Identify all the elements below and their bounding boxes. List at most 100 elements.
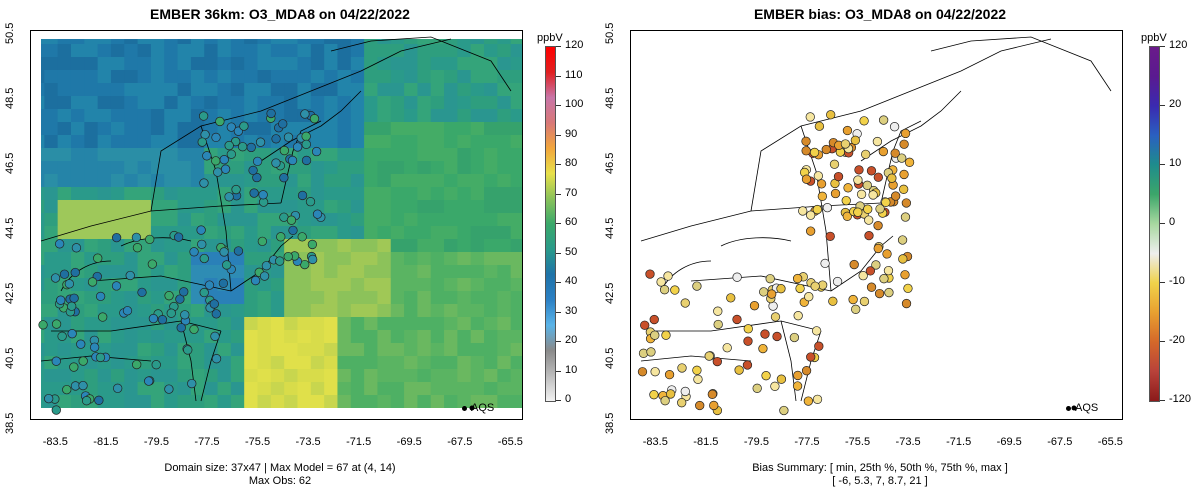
grid-cell [150, 395, 165, 409]
grid-cell [97, 278, 112, 292]
bias-point [758, 343, 768, 354]
grid-cell [324, 278, 338, 292]
grid-cell [404, 148, 418, 162]
grid-cell [57, 343, 72, 357]
grid-cell [230, 200, 245, 214]
grid-cell [350, 382, 365, 396]
grid-cell [97, 239, 112, 253]
grid-cell [510, 83, 522, 97]
grid-cell [404, 278, 418, 292]
observation-point [113, 383, 123, 393]
grid-cell [44, 369, 59, 383]
grid-cell [377, 96, 392, 110]
bias-point [840, 139, 851, 149]
observation-point [276, 232, 286, 242]
bias-point [661, 330, 671, 340]
grid-cell [190, 96, 205, 110]
grid-cell [124, 83, 139, 97]
grid-cell [244, 226, 259, 240]
observation-point [78, 380, 88, 391]
grid-cell [230, 44, 245, 58]
bias-point [898, 254, 908, 264]
grid-cell [497, 44, 512, 58]
grid-cell [497, 57, 512, 71]
grid-cell [350, 395, 365, 409]
model-legend: AQS [462, 402, 494, 414]
grid-cell [190, 83, 205, 97]
grid-cell [137, 187, 152, 201]
grid-cell [257, 291, 272, 305]
grid-cell [177, 57, 192, 71]
grid-cell [57, 187, 72, 201]
bias-point [874, 288, 885, 299]
grid-cell [510, 57, 522, 71]
grid-cell [390, 161, 405, 175]
grid-cell [364, 382, 378, 396]
bias-point [680, 386, 690, 397]
observation-point [157, 315, 168, 325]
grid-cell [470, 96, 485, 110]
grid-cell [457, 109, 472, 123]
grid-cell [497, 161, 512, 175]
bias-point [829, 159, 840, 169]
observation-point [144, 376, 154, 386]
grid-cell [270, 278, 285, 292]
grid-cell [350, 122, 365, 136]
bias-point [793, 370, 803, 381]
grid-cell [377, 382, 392, 396]
colorbar-tick-mark [556, 341, 561, 342]
grid-cell [324, 200, 338, 214]
observation-point [173, 232, 184, 242]
grid-cell [204, 369, 219, 383]
grid-cell [337, 291, 352, 305]
grid-cell [470, 278, 485, 292]
grid-cell [97, 200, 112, 214]
bias-map [637, 36, 1112, 416]
grid-cell [430, 122, 445, 136]
colorbar-tick-label: 0 [1169, 216, 1176, 228]
grid-cell [97, 57, 112, 71]
boundary-line [330, 36, 512, 92]
observation-point [224, 192, 234, 202]
bias-point [873, 172, 883, 182]
grid-cell [417, 148, 432, 162]
grid-cell [284, 187, 298, 201]
grid-cell [364, 96, 378, 110]
grid-cell [390, 96, 405, 110]
observation-point [211, 354, 222, 364]
grid-cell [484, 96, 498, 110]
grid-cell [510, 356, 522, 370]
grid-cell [470, 343, 485, 357]
boundary-line [930, 36, 1112, 92]
grid-cell [297, 44, 312, 58]
bias-point [825, 231, 835, 241]
observation-point [111, 281, 122, 291]
grid-cell [417, 122, 432, 136]
grid-cell [404, 200, 418, 214]
grid-cell [390, 122, 405, 136]
bias-point [816, 179, 827, 189]
grid-cell [377, 83, 392, 97]
grid-cell [297, 395, 312, 409]
observation-point [44, 393, 54, 404]
grid-cell [510, 343, 522, 357]
x-tick-label: -71.5 [346, 436, 372, 448]
bias-point [677, 398, 687, 408]
grid-cell [217, 291, 232, 305]
colorbar-tick-mark [556, 134, 561, 136]
grid-cell [484, 57, 498, 71]
grid-cell [137, 343, 152, 357]
grid-cell [164, 122, 179, 136]
grid-cell [457, 330, 472, 344]
bias-point [772, 331, 782, 342]
observation-point [164, 384, 174, 394]
y-tick-label: 50.5 [4, 22, 16, 44]
map-margin [31, 31, 41, 419]
boundary-line [51, 320, 222, 332]
grid-cell [430, 161, 445, 175]
grid-cell [244, 83, 259, 97]
grid-cell [350, 187, 365, 201]
grid-cell [350, 356, 365, 370]
grid-cell [124, 44, 139, 58]
bias-point [890, 148, 900, 158]
